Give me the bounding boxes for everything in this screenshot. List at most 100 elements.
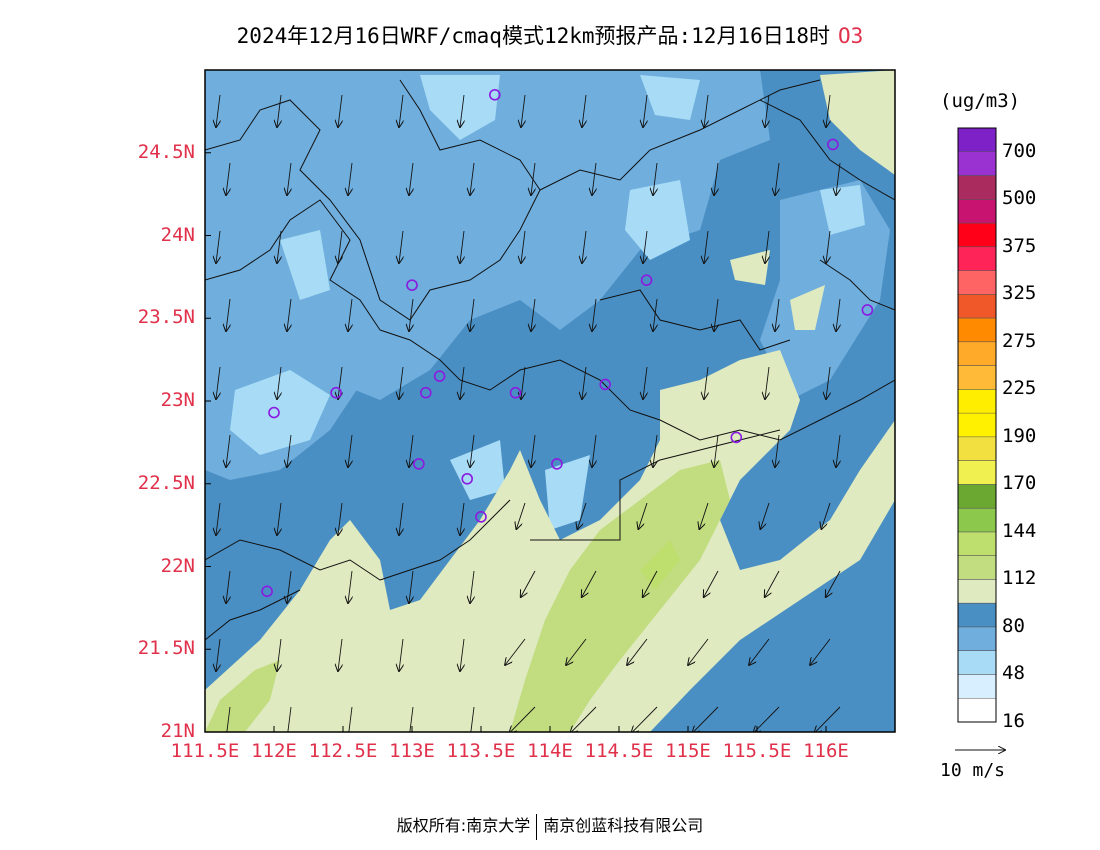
border-line-7 [819, 259, 895, 311]
station-marker [509, 386, 522, 399]
field-patch-4 [625, 180, 690, 260]
colorbar-label: 144 [1002, 519, 1037, 542]
colorbar-swatch [958, 199, 996, 224]
x-tick-label: 115E [665, 740, 711, 762]
colorbar-swatch [958, 151, 996, 177]
wind-vector [516, 502, 526, 529]
field-80-112-c [730, 250, 770, 285]
border-line-3 [539, 79, 821, 191]
y-tick-label: 23N [160, 389, 195, 411]
colorbar-swatch [958, 318, 996, 343]
wind-vector [582, 230, 586, 263]
y-tick-label: 22N [160, 554, 195, 577]
wind-vector [399, 366, 403, 399]
colorbar-swatch [958, 603, 996, 628]
colorbar-swatch [958, 626, 996, 652]
wind-vector [704, 366, 708, 399]
wind-vector [714, 162, 718, 195]
wind-vector [643, 230, 647, 263]
x-tick-label: 113E [389, 740, 435, 762]
wind-vector [521, 570, 536, 597]
copyright-org2: 南京创蓝科技有限公司 [543, 816, 704, 835]
field-light-east [760, 180, 890, 400]
wind-vector [765, 94, 769, 127]
field-112-144-sw [205, 660, 280, 732]
colorbar-swatch [958, 223, 996, 248]
wind-vector [226, 298, 230, 331]
y-tick-label: 22.5N [137, 471, 195, 494]
axis-ticks [204, 152, 827, 733]
wind-vector [338, 230, 342, 263]
wind-vector [531, 434, 535, 467]
wind-vector [653, 434, 657, 467]
field-80-112-e [790, 285, 825, 330]
field-patch-5 [820, 185, 865, 235]
station-marker [827, 138, 839, 151]
wind-vector [216, 502, 220, 535]
colorbar-swatch [958, 413, 996, 438]
wind-vector [470, 706, 474, 732]
colorbar-label: 16 [1002, 710, 1025, 732]
wind-vector [836, 162, 840, 195]
colorbar-swatch [958, 508, 996, 533]
colorbar-frame [957, 127, 997, 723]
wind-vector [521, 230, 525, 263]
wind-vector [521, 366, 525, 399]
wind-vector [582, 94, 586, 127]
wind-vector [399, 502, 403, 535]
wind-vector [592, 434, 596, 467]
wind-vector [836, 434, 840, 467]
station-marker [640, 274, 653, 286]
wind-vector [216, 366, 220, 399]
colorbar-label: 112 [1002, 567, 1037, 590]
wind-vector [216, 94, 220, 127]
wind-vector [399, 94, 403, 127]
wind-vector [470, 162, 474, 195]
station-marker [461, 472, 474, 485]
wind-vector [470, 434, 474, 467]
station-marker [551, 458, 563, 470]
wind-vector [287, 298, 291, 331]
x-tick-label: 114E [527, 740, 573, 762]
wind-vector [760, 502, 770, 529]
wind-vector [287, 162, 291, 195]
colorbar-swatch [958, 389, 996, 414]
wind-vector [765, 570, 780, 597]
field-patch-1 [230, 370, 330, 455]
y-tick-label: 21.5N [137, 637, 195, 660]
wind-vector [409, 298, 413, 331]
wind-vector [775, 298, 779, 331]
copyright-footer: 版权所有:南京大学 南京创蓝科技有限公司 [0, 812, 1100, 840]
colorbar-swatch [958, 698, 996, 723]
colorbar-label: 190 [1002, 424, 1037, 447]
colorbar-swatch [958, 365, 996, 390]
wind-vector [582, 570, 597, 597]
wind-vector [714, 434, 718, 467]
copyright-separator [536, 813, 538, 840]
wind-vector [409, 162, 413, 195]
station-marker [268, 406, 280, 419]
wind-vector [277, 366, 281, 399]
colorbar-swatch [958, 531, 996, 557]
wind-vector [653, 298, 657, 331]
colorbar-swatch [958, 460, 996, 485]
wind-vector [521, 94, 525, 127]
wind-vector [699, 502, 709, 529]
wind-vector [348, 706, 352, 732]
station-marker [488, 89, 501, 101]
wind-vector [592, 162, 596, 195]
station-marker [599, 378, 612, 391]
station-marker [330, 386, 342, 399]
y-tick-label: 21N [160, 720, 195, 742]
wind-vector [277, 638, 281, 671]
colorbar-label: 325 [1002, 282, 1037, 305]
border-line-2 [205, 199, 895, 441]
wind-vector [470, 570, 474, 603]
station-markers [261, 89, 874, 598]
wind-vector [338, 94, 342, 127]
wind-vector [460, 366, 464, 399]
field-144-core [640, 540, 680, 590]
wind-vector [338, 638, 342, 671]
station-marker [413, 458, 425, 470]
station-marker [406, 279, 418, 291]
